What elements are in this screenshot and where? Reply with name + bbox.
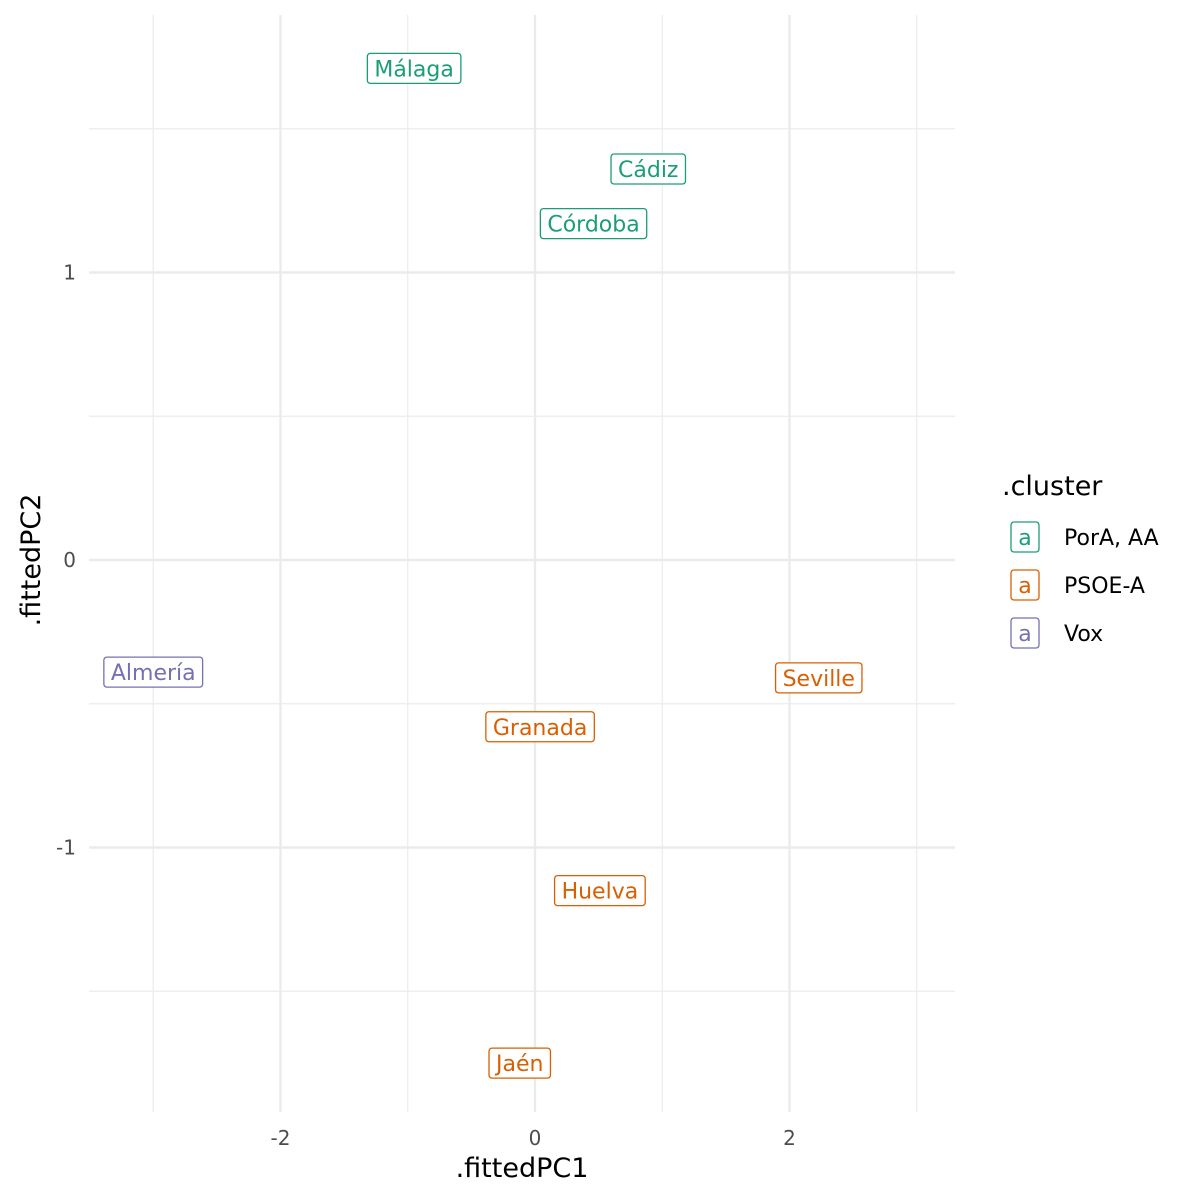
point-label-text: Cádiz bbox=[618, 158, 678, 183]
point-label-text: Huelva bbox=[562, 880, 639, 905]
point-label: Granada bbox=[485, 711, 595, 743]
y-tick-label: 0 bbox=[63, 548, 76, 572]
point-label-box bbox=[366, 52, 462, 85]
x-axis-title: .fittedPC1 bbox=[456, 1153, 589, 1184]
tick-labels: -2 0 2 -1 0 1 bbox=[56, 261, 796, 1151]
point-label-box bbox=[103, 656, 204, 688]
legend-item-label: PorA, AA bbox=[1064, 526, 1159, 551]
point-label-text: Málaga bbox=[374, 57, 454, 82]
legend-key-box bbox=[1010, 569, 1040, 601]
point-label: Córdoba bbox=[539, 207, 648, 240]
point-label-box bbox=[553, 874, 646, 907]
point-label-text: Jaén bbox=[494, 1052, 543, 1077]
y-axis-title: .fittedPC2 bbox=[16, 494, 47, 627]
point-label: Almería bbox=[103, 656, 204, 688]
legend-title: .cluster bbox=[1002, 471, 1103, 502]
data-labels: Málaga Cádiz Córdoba Seville Granada Huelva Ja… bbox=[103, 52, 863, 1079]
x-tick-label: -2 bbox=[271, 1126, 291, 1150]
legend-key-glyph: a bbox=[1018, 574, 1031, 599]
legend-item-label: PSOE-A bbox=[1064, 574, 1145, 599]
y-tick-label: -1 bbox=[56, 836, 76, 860]
point-label-text: Seville bbox=[783, 667, 855, 692]
point-label-box bbox=[610, 153, 687, 185]
legend-key-box bbox=[1010, 617, 1040, 649]
legend-item-label: Vox bbox=[1064, 622, 1103, 647]
point-label-text: Almería bbox=[111, 661, 196, 686]
point-label-text: Córdoba bbox=[547, 213, 639, 238]
legend-key-glyph: a bbox=[1018, 622, 1031, 647]
point-label-box bbox=[488, 1047, 552, 1079]
legend-key-glyph: a bbox=[1018, 526, 1031, 551]
x-tick-label: 2 bbox=[783, 1126, 796, 1150]
point-label-text: Granada bbox=[493, 716, 587, 741]
point-label: Huelva bbox=[553, 874, 646, 907]
x-tick-label: 0 bbox=[529, 1126, 542, 1150]
point-label: Seville bbox=[774, 662, 863, 694]
legend-item: a PorA, AA bbox=[1010, 521, 1159, 553]
y-tick-label: 1 bbox=[63, 261, 76, 285]
point-label: Cádiz bbox=[610, 153, 687, 185]
grid-layer bbox=[89, 15, 955, 1112]
point-label-box bbox=[539, 207, 648, 240]
point-label: Málaga bbox=[366, 52, 462, 85]
point-label: Jaén bbox=[488, 1047, 552, 1079]
point-label-box bbox=[485, 711, 595, 743]
legend-key-box bbox=[1010, 521, 1040, 553]
point-label-box bbox=[774, 662, 863, 694]
legend-item: a Vox bbox=[1010, 617, 1103, 649]
legend-item: a PSOE-A bbox=[1010, 569, 1145, 601]
legend: .cluster a PorA, AA a PSOE-A a Vox bbox=[1002, 471, 1159, 649]
legend-items: a PorA, AA a PSOE-A a Vox bbox=[1010, 521, 1159, 649]
